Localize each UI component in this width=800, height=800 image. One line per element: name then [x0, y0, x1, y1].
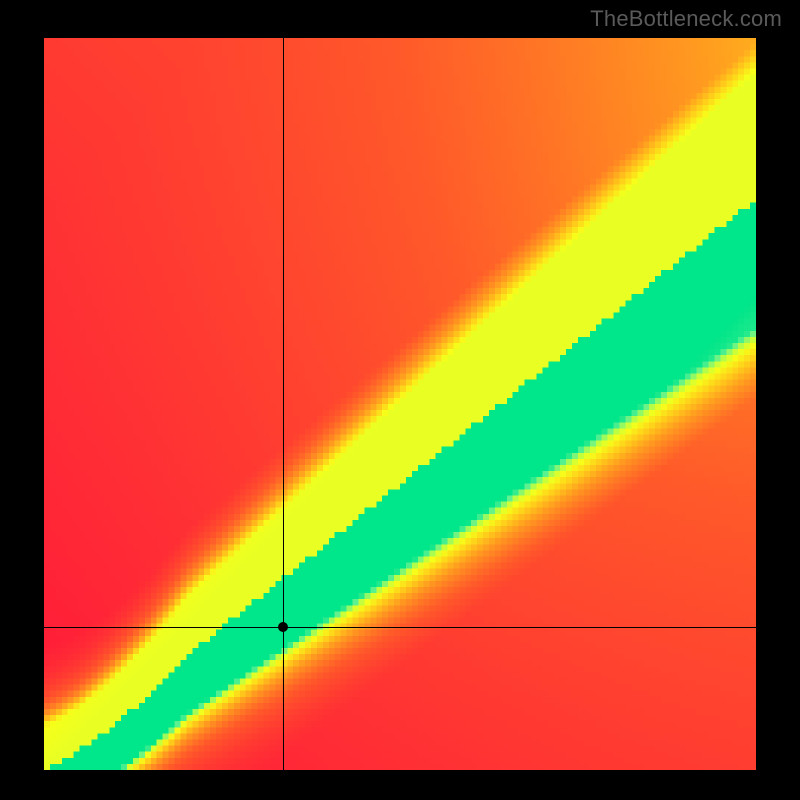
- crosshair-vertical: [283, 38, 284, 770]
- watermark-text: TheBottleneck.com: [590, 6, 782, 32]
- heatmap-canvas: [44, 38, 756, 770]
- crosshair-marker: [278, 622, 288, 632]
- heatmap-plot: [44, 38, 756, 770]
- chart-container: TheBottleneck.com: [0, 0, 800, 800]
- crosshair-horizontal: [44, 627, 756, 628]
